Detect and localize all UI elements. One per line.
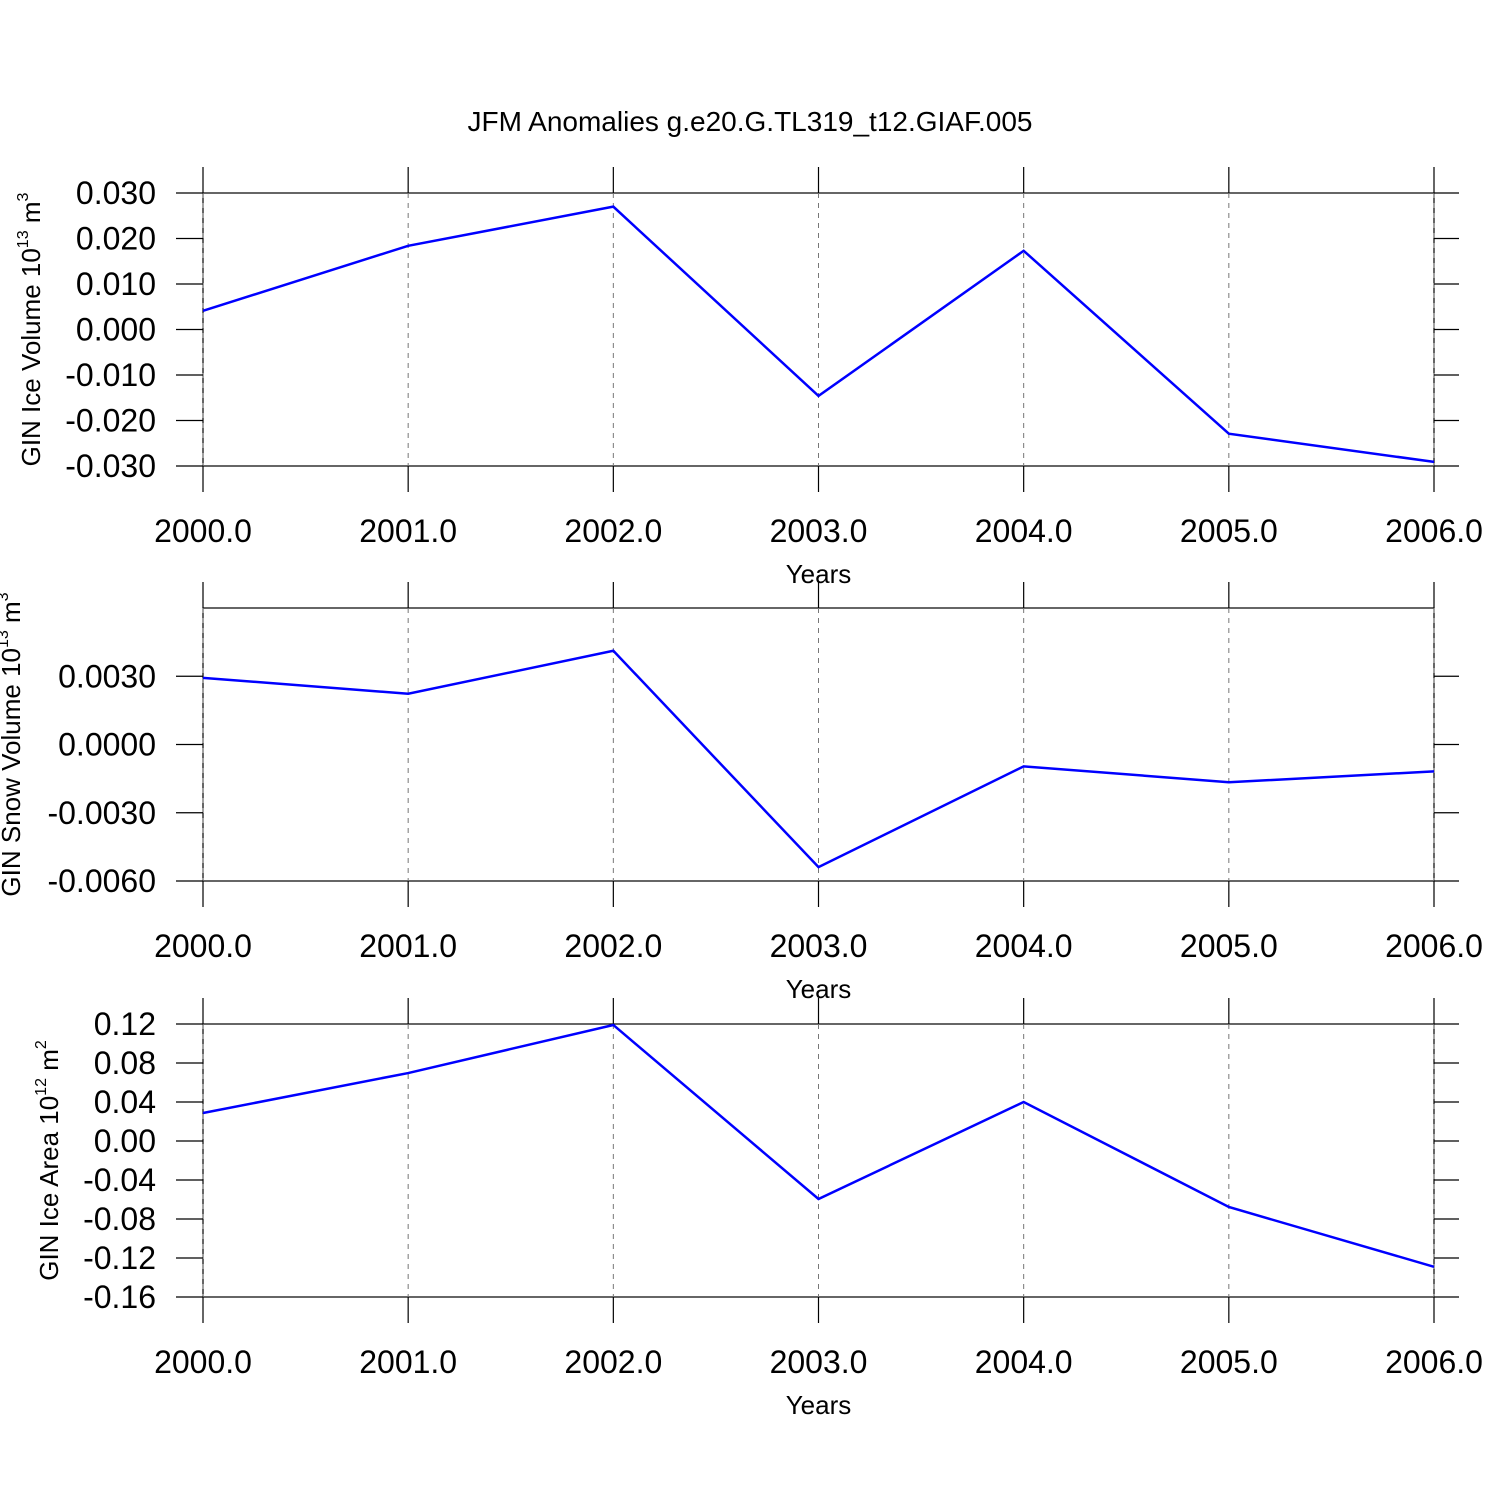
y-axis-label-text: GIN Ice Volume 10	[16, 248, 46, 466]
x-axis-label: Years	[786, 1390, 852, 1420]
y-axis-label-text: m	[0, 601, 26, 630]
y-tick-label: 0.000	[76, 312, 156, 348]
y-tick-label: 0.030	[76, 175, 156, 211]
data-line	[202, 1023, 1435, 1268]
y-tick-label: 0.010	[76, 266, 156, 302]
y-axis-label-text: GIN Snow Volume 10	[0, 648, 26, 897]
x-tick-label: 2006.0	[1385, 928, 1483, 964]
chart-title: JFM Anomalies g.e20.G.TL319_t12.GIAF.005	[468, 106, 1033, 137]
y-axis-label: GIN Ice Area 1012 m2	[33, 1040, 64, 1281]
y-axis-label-exponent: 3	[0, 592, 12, 601]
x-tick-label: 2004.0	[975, 513, 1073, 549]
y-axis-label-exponent: 3	[15, 192, 32, 201]
y-axis-label-text: m	[16, 201, 46, 230]
y-axis-label-exponent: 2	[33, 1040, 50, 1049]
data-line	[202, 649, 1435, 869]
y-axis-label-exponent: 13	[0, 630, 12, 648]
x-tick-label: 2001.0	[359, 513, 457, 549]
y-tick-label: -0.010	[65, 357, 156, 393]
x-tick-label: 2002.0	[564, 928, 662, 964]
y-axis-label: GIN Snow Volume 1013 m3	[0, 592, 26, 896]
y-tick-label: 0.020	[76, 221, 156, 257]
x-tick-label: 2005.0	[1180, 1344, 1278, 1380]
x-tick-label: 2000.0	[154, 1344, 252, 1380]
y-tick-label: -0.12	[83, 1240, 156, 1276]
y-tick-label: -0.030	[65, 448, 156, 484]
y-tick-label: 0.0000	[58, 727, 156, 763]
y-axis-label-text: GIN Ice Area 10	[34, 1096, 64, 1281]
y-tick-label: 0.0030	[58, 658, 156, 694]
y-tick-label: -0.04	[83, 1162, 156, 1198]
x-tick-label: 2003.0	[770, 928, 868, 964]
y-axis-label-exponent: 12	[33, 1078, 50, 1096]
x-tick-label: 2002.0	[564, 513, 662, 549]
y-tick-label: 0.12	[94, 1006, 156, 1042]
y-axis-label: GIN Ice Volume 1013 m3	[15, 192, 46, 466]
y-tick-label: 0.04	[94, 1084, 156, 1120]
y-tick-label: -0.08	[83, 1201, 156, 1237]
y-tick-label: -0.0030	[47, 795, 156, 831]
y-tick-label: 0.08	[94, 1045, 156, 1081]
x-tick-label: 2001.0	[359, 928, 457, 964]
x-tick-label: 2003.0	[770, 513, 868, 549]
x-tick-label: 2005.0	[1180, 928, 1278, 964]
x-tick-label: 2006.0	[1385, 1344, 1483, 1380]
x-tick-label: 2002.0	[564, 1344, 662, 1380]
y-axis-label-exponent: 13	[15, 230, 32, 248]
y-tick-label: -0.020	[65, 403, 156, 439]
x-tick-label: 2001.0	[359, 1344, 457, 1380]
y-axis-label-text: m	[34, 1049, 64, 1078]
x-tick-label: 2003.0	[770, 1344, 868, 1380]
x-tick-label: 2000.0	[154, 928, 252, 964]
data-line	[202, 205, 1435, 464]
y-tick-label: -0.0060	[47, 863, 156, 899]
x-tick-label: 2005.0	[1180, 513, 1278, 549]
x-tick-label: 2004.0	[975, 928, 1073, 964]
x-tick-label: 2004.0	[975, 1344, 1073, 1380]
x-tick-label: 2006.0	[1385, 513, 1483, 549]
y-tick-label: -0.16	[83, 1279, 156, 1315]
x-tick-label: 2000.0	[154, 513, 252, 549]
y-tick-label: 0.00	[94, 1123, 156, 1159]
